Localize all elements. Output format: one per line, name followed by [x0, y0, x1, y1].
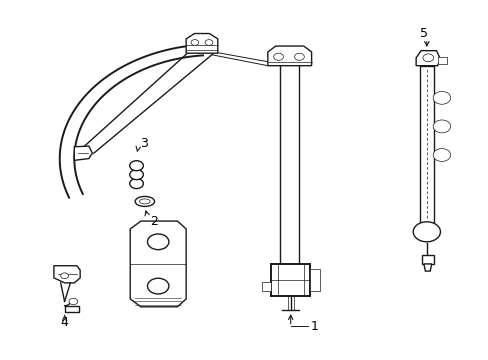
Polygon shape — [64, 306, 79, 312]
Circle shape — [191, 40, 199, 45]
Text: 2: 2 — [149, 215, 157, 228]
Polygon shape — [421, 255, 433, 264]
Text: 1: 1 — [310, 320, 318, 333]
Circle shape — [61, 273, 68, 279]
Polygon shape — [261, 282, 271, 291]
Ellipse shape — [135, 197, 154, 206]
Polygon shape — [74, 146, 92, 160]
Polygon shape — [415, 51, 440, 66]
Circle shape — [204, 40, 212, 45]
Circle shape — [273, 53, 283, 60]
Circle shape — [69, 298, 78, 305]
Circle shape — [294, 53, 304, 60]
Circle shape — [147, 278, 168, 294]
Polygon shape — [130, 221, 186, 307]
Circle shape — [422, 54, 433, 62]
Polygon shape — [309, 269, 319, 291]
Circle shape — [432, 120, 450, 133]
Circle shape — [129, 170, 143, 180]
Circle shape — [412, 222, 440, 242]
Circle shape — [432, 149, 450, 161]
Polygon shape — [437, 57, 447, 64]
Text: 5: 5 — [420, 27, 427, 40]
Polygon shape — [186, 33, 217, 53]
Circle shape — [129, 161, 143, 171]
Polygon shape — [267, 46, 311, 66]
Polygon shape — [419, 66, 433, 223]
Text: 4: 4 — [61, 316, 68, 329]
Ellipse shape — [139, 199, 150, 204]
Polygon shape — [271, 264, 309, 296]
Circle shape — [129, 179, 143, 189]
Circle shape — [432, 91, 450, 104]
Text: 3: 3 — [140, 137, 148, 150]
Polygon shape — [423, 264, 431, 271]
Circle shape — [147, 234, 168, 249]
Polygon shape — [54, 266, 80, 283]
